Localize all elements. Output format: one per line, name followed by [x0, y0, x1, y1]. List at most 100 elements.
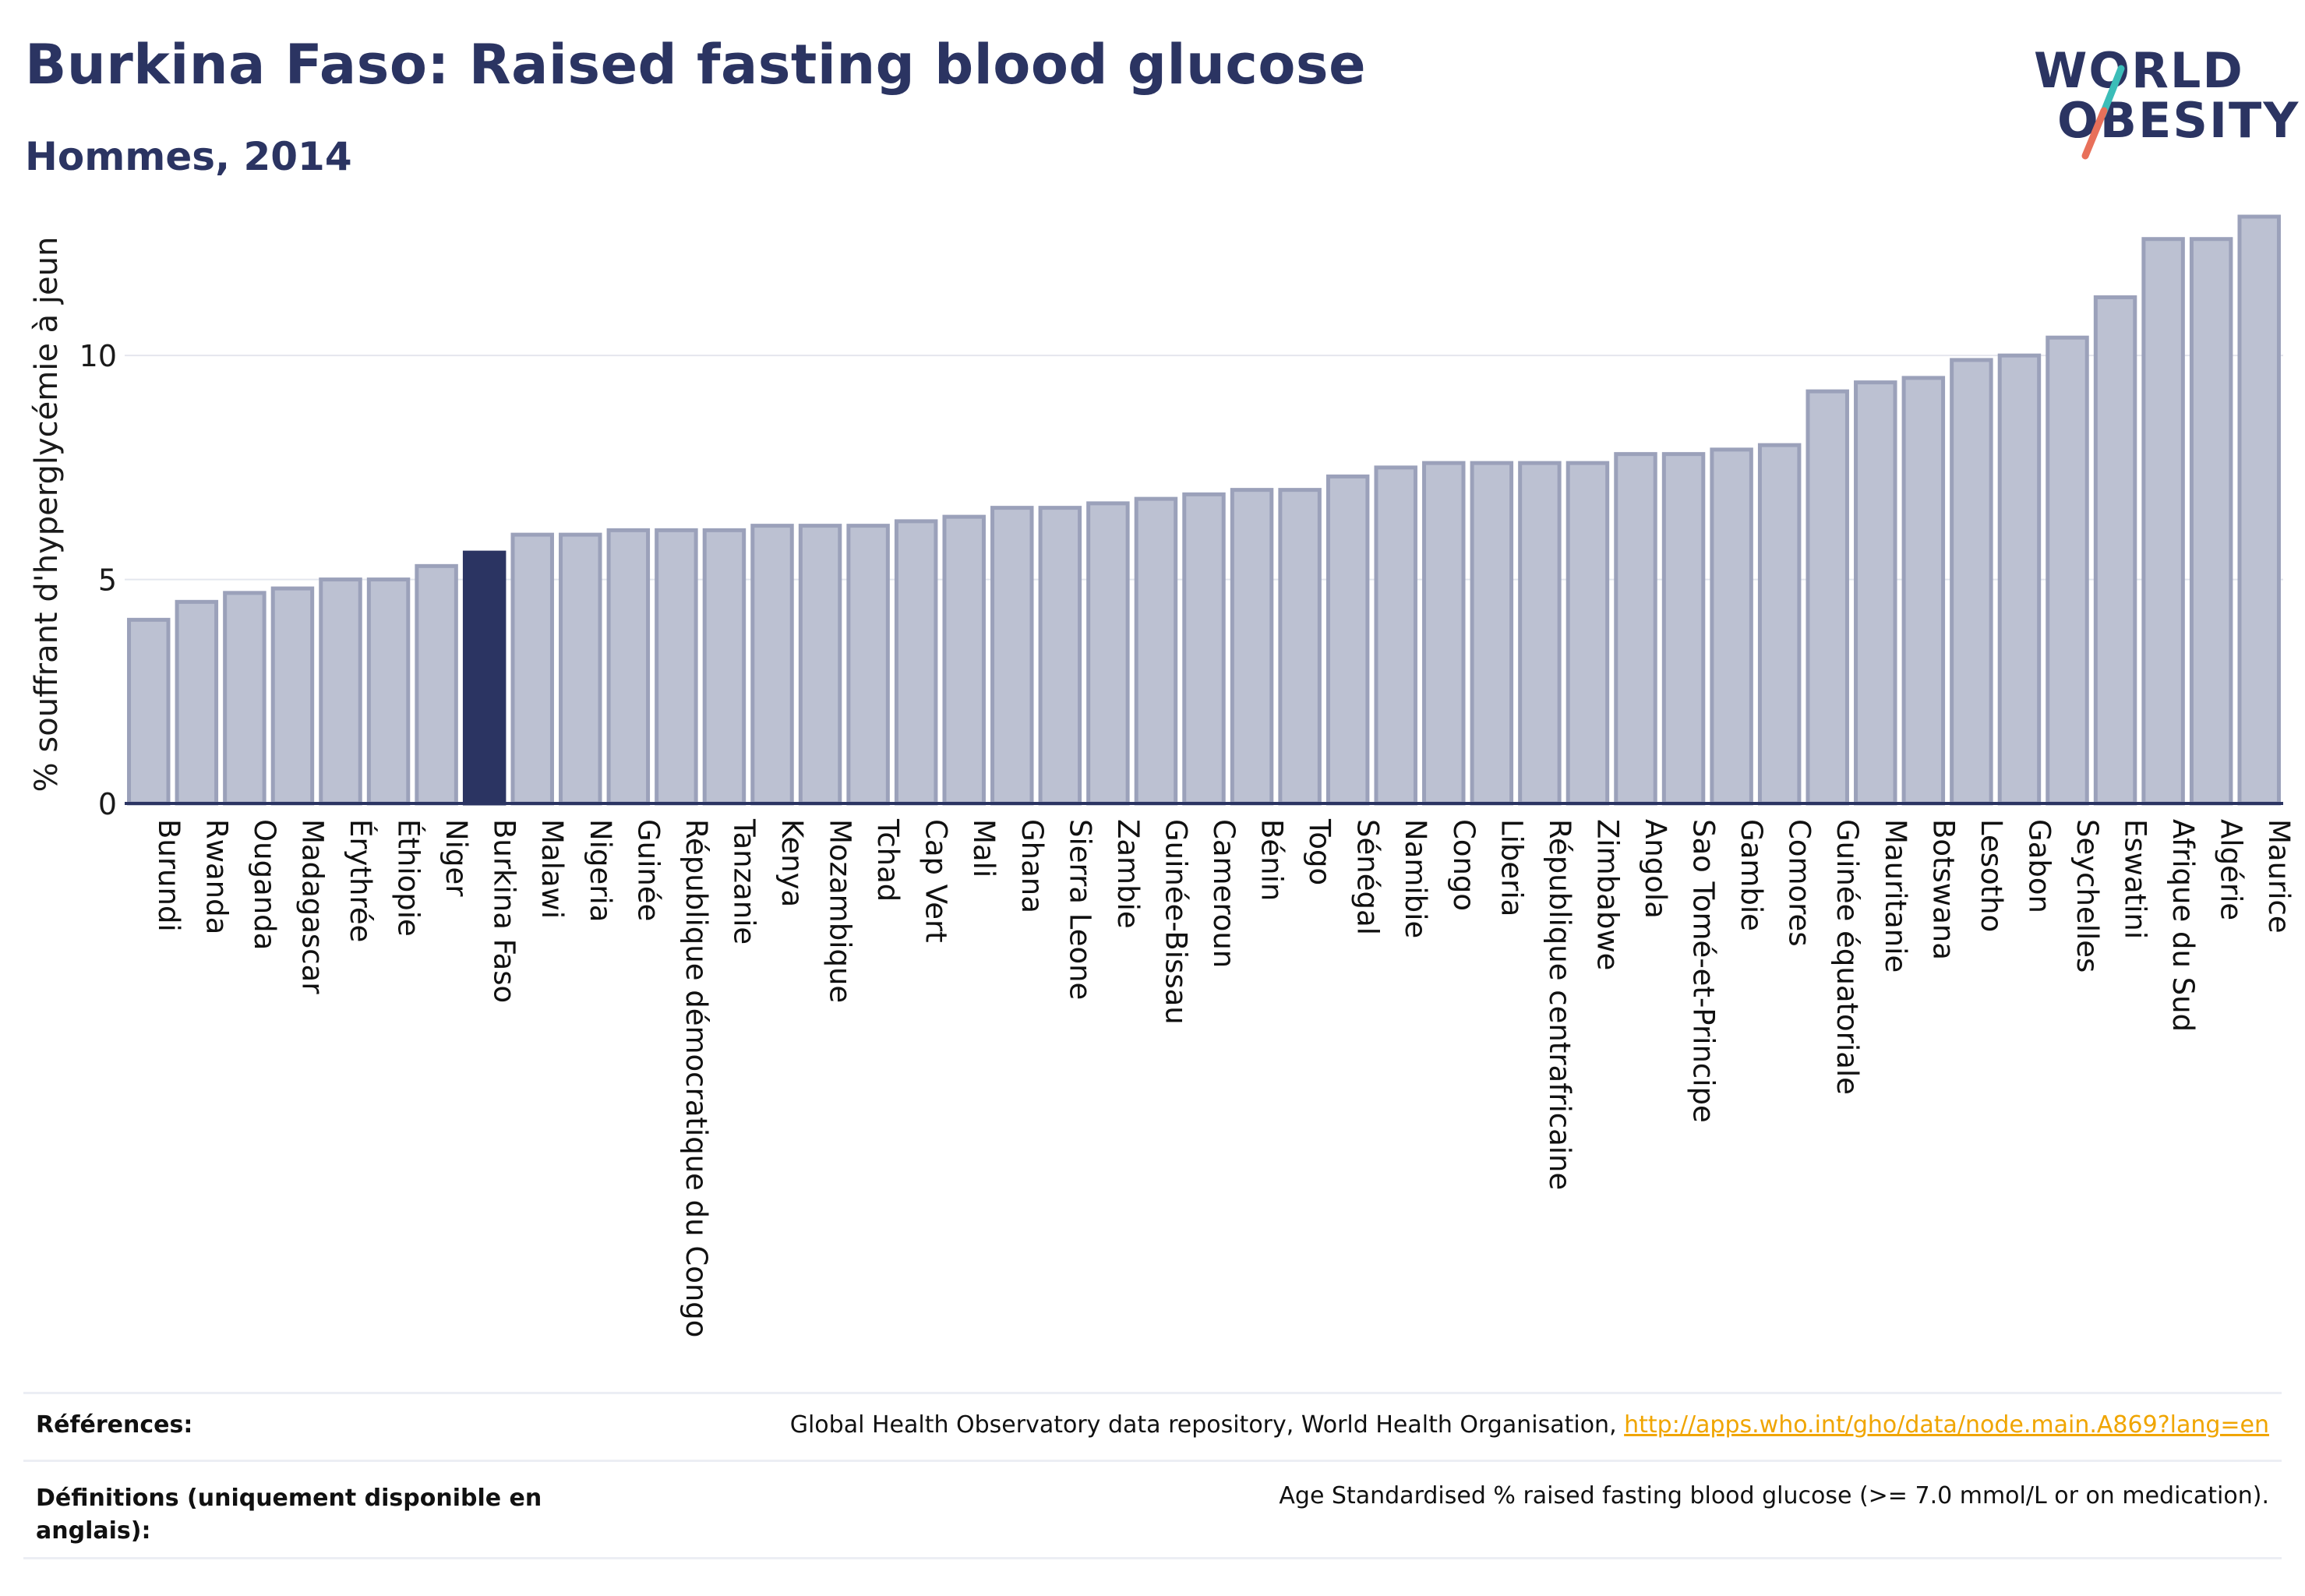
bar-2[interactable] — [223, 591, 267, 806]
bar-chart: 0 5 10 Burundi Rwanda Ouganda Madagascar Éryth… — [79, 214, 2296, 1337]
footer-table: Références: Global Health Observatory da… — [23, 1392, 2282, 1559]
world-obesity-logo: WORLD OBESITY — [2034, 23, 2298, 164]
x-tick-label: Sao Tomé-et-Principe — [1687, 819, 1721, 1123]
x-tick-label: Cap Vert — [920, 819, 953, 943]
bar-6[interactable] — [415, 563, 458, 806]
bar-30[interactable] — [1565, 461, 1610, 806]
y-tick-label: 10 — [79, 339, 117, 373]
bar-7[interactable] — [462, 550, 507, 806]
x-tick-label: Zambie — [1111, 819, 1145, 929]
bar-40[interactable] — [2046, 335, 2089, 806]
x-tick-label: Comores — [1783, 819, 1816, 947]
bar-39[interactable] — [1997, 353, 2042, 806]
bar-41[interactable] — [2093, 295, 2137, 806]
definitions-label: Définitions (uniquement disponible en an… — [36, 1485, 542, 1545]
bar-36[interactable] — [1854, 380, 1897, 806]
x-tick-label: Bénin — [1255, 819, 1289, 901]
y-tick-label: 5 — [98, 563, 117, 598]
x-tick-label: Rwanda — [199, 819, 233, 934]
x-tick-label: Namibie — [1399, 819, 1432, 938]
bar-9[interactable] — [559, 532, 602, 806]
x-tick-label: Éthiopie — [392, 819, 426, 937]
bar-1[interactable] — [175, 599, 219, 806]
definitions-row: Définitions (uniquement disponible en an… — [23, 1460, 2282, 1559]
x-tick-label: Congo — [1447, 819, 1481, 911]
x-tick-label: Afrique du Sud — [2166, 819, 2200, 1032]
bar-43[interactable] — [2189, 237, 2233, 806]
x-tick-label: Seychelles — [2070, 819, 2104, 973]
bar-10[interactable] — [606, 528, 651, 806]
references-text: Global Health Observatory data repositor… — [789, 1411, 1625, 1439]
bar-3[interactable] — [270, 586, 315, 806]
bar-4[interactable] — [319, 577, 362, 806]
x-tick-label: Algérie — [2215, 819, 2248, 920]
x-tick-label: Sierra Leone — [1063, 819, 1096, 1000]
x-tick-label: Mauritanie — [1879, 819, 1912, 973]
x-tick-label: Ouganda — [248, 819, 281, 950]
x-tick-label: Burundi — [152, 819, 185, 932]
bar-33[interactable] — [1710, 447, 1753, 806]
bar-28[interactable] — [1470, 461, 1514, 806]
x-tick-label: Botswana — [1926, 819, 1960, 960]
bar-32[interactable] — [1661, 452, 1706, 806]
x-tick-label: Mozambique — [824, 819, 857, 1003]
bar-16[interactable] — [894, 519, 938, 806]
y-tick-label: 0 — [98, 787, 117, 821]
bar-11[interactable] — [655, 528, 698, 806]
references-row: Références: Global Health Observatory da… — [23, 1392, 2282, 1460]
chart-subtitle: Hommes, 2014 — [25, 134, 352, 179]
x-tick-label: Tchad — [871, 818, 905, 902]
bar-42[interactable] — [2141, 237, 2185, 806]
bar-18[interactable] — [990, 506, 1034, 806]
bar-35[interactable] — [1806, 389, 1849, 806]
bar-0[interactable] — [127, 617, 171, 806]
x-tick-label: Niger — [439, 819, 473, 897]
bar-29[interactable] — [1518, 461, 1562, 806]
x-tick-label: Gambie — [1735, 819, 1768, 931]
x-tick-label: Guinée équatoriale — [1830, 819, 1864, 1095]
x-tick-label: Ghana — [1015, 819, 1049, 913]
bar-20[interactable] — [1086, 501, 1130, 806]
bar-5[interactable] — [366, 577, 411, 806]
x-tick-label: Guinée-Bissau — [1159, 819, 1192, 1025]
bar-23[interactable] — [1230, 488, 1274, 806]
x-tick-label: Zimbabwe — [1590, 819, 1624, 970]
bar-19[interactable] — [1038, 506, 1082, 806]
bar-24[interactable] — [1278, 488, 1322, 806]
x-tick-label: Mali — [967, 819, 1001, 877]
bar-27[interactable] — [1422, 461, 1466, 806]
bar-38[interactable] — [1950, 358, 1993, 806]
bar-25[interactable] — [1325, 474, 1370, 806]
bar-31[interactable] — [1614, 452, 1657, 806]
x-tick-label: Sénégal — [1351, 819, 1385, 935]
chart-title: Burkina Faso: Raised fasting blood gluco… — [25, 33, 1367, 97]
bar-22[interactable] — [1182, 492, 1226, 806]
x-tick-label: Guinée — [631, 819, 665, 921]
bar-17[interactable] — [942, 514, 986, 806]
logo-word-1: WORLD — [2034, 42, 2244, 99]
x-tick-label: Gabon — [2022, 819, 2056, 913]
x-tick-label: Cameroun — [1207, 819, 1241, 968]
bar-12[interactable] — [702, 528, 747, 806]
x-tick-labels: Burundi Rwanda Ouganda Madagascar Érythrée Ét… — [152, 818, 2296, 1337]
x-tick-label: Nigeria — [584, 819, 617, 922]
x-tick-label: Angola — [1639, 819, 1672, 919]
bar-34[interactable] — [1757, 443, 1802, 806]
x-tick-label: Lesotho — [1975, 819, 2008, 932]
references-label: Références: — [36, 1411, 193, 1439]
definitions-text: Age Standardised % raised fasting blood … — [1279, 1482, 2269, 1509]
bar-26[interactable] — [1374, 465, 1417, 806]
bar-15[interactable] — [846, 524, 890, 806]
references-link[interactable]: http://apps.who.int/gho/data/node.main.A… — [1624, 1411, 2269, 1439]
x-tick-label: Madagascar — [295, 819, 329, 994]
x-tick-label: Tanzanie — [727, 818, 761, 945]
x-tick-label: Érythrée — [344, 819, 378, 942]
bar-13[interactable] — [750, 524, 794, 806]
references-value: Global Health Observatory data repositor… — [790, 1411, 2269, 1439]
bar-37[interactable] — [1901, 376, 1946, 806]
bar-21[interactable] — [1134, 496, 1178, 806]
bar-14[interactable] — [798, 524, 842, 806]
bar-8[interactable] — [510, 532, 554, 806]
y-tick-labels: 0 5 10 — [79, 339, 117, 821]
bar-44[interactable] — [2237, 214, 2281, 806]
